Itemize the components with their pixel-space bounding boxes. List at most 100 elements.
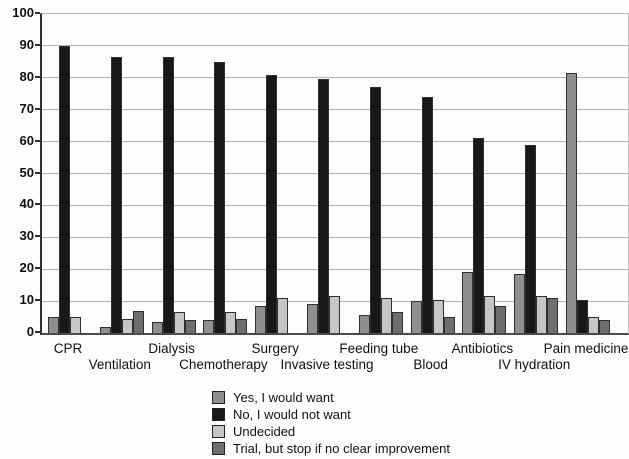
x-category-label: Feeding tube (339, 341, 419, 356)
bar (369, 87, 381, 333)
bar (307, 304, 318, 333)
bar (162, 57, 174, 333)
bar (410, 301, 422, 333)
y-tick-label: 70 (19, 100, 34, 116)
x-category-label: IV hydration (498, 357, 571, 372)
y-tick-label: 20 (19, 260, 34, 276)
y-tick-label: 30 (19, 228, 34, 244)
bar (421, 96, 433, 333)
plot-area (40, 13, 629, 335)
y-axis-tick (35, 107, 40, 110)
bar-group-surgery (255, 14, 299, 333)
bar-group-dialysis (151, 14, 196, 333)
x-category-label: Ventilation (88, 357, 151, 372)
y-axis-tick (35, 267, 40, 270)
legend-label: Trial, but stop if no clear improvement (233, 441, 450, 456)
y-tick-label: 40 (19, 196, 34, 212)
bar (443, 317, 455, 333)
bar (203, 320, 215, 333)
bar (391, 312, 403, 333)
y-axis-tick (35, 12, 40, 14)
gridline (42, 204, 628, 206)
y-tick-label: 100 (12, 5, 34, 20)
bar (547, 297, 559, 333)
legend-swatch-icon (212, 442, 225, 455)
bar-group-cpr (48, 14, 92, 333)
bar (525, 144, 537, 333)
bar (484, 296, 496, 333)
gridline (42, 45, 628, 47)
bar (432, 299, 444, 333)
y-axis-tick (35, 171, 40, 174)
bar (59, 45, 70, 333)
bar-group-pain-medicine (566, 14, 610, 333)
bar (588, 317, 599, 333)
bar (536, 296, 548, 333)
y-axis-tick (35, 331, 40, 333)
y-tick-label: 90 (19, 36, 34, 52)
legend-swatch-icon (212, 425, 225, 438)
bar-group-iv-hydration (514, 14, 559, 333)
bar (473, 138, 485, 333)
bar (70, 317, 81, 333)
y-axis-tick (35, 43, 40, 46)
bar (48, 317, 59, 333)
x-category-label: Antibiotics (451, 341, 514, 356)
bar (495, 305, 507, 333)
legend-item: No, I would not want (212, 406, 450, 423)
x-category-label: Chemotherapy (179, 357, 268, 372)
legend-label: Yes, I would want (233, 390, 334, 405)
y-axis-tick (35, 75, 40, 78)
bar (173, 312, 185, 333)
bar (151, 321, 163, 333)
bar (121, 318, 133, 333)
bar (599, 320, 610, 333)
legend-item: Yes, I would want (212, 389, 450, 406)
x-category-label: CPR (53, 341, 83, 356)
x-category-label: Invasive testing (280, 357, 374, 372)
bar (236, 318, 248, 333)
legend-swatch-icon (212, 408, 225, 421)
legend-item: Trial, but stop if no clear improvement (212, 440, 450, 457)
bar (277, 297, 289, 333)
y-tick-label: 80 (19, 68, 34, 84)
legend-label: Undecided (233, 424, 296, 439)
legend-item: Undecided (212, 423, 450, 440)
legend-label: No, I would not want (233, 407, 351, 422)
bar (329, 296, 340, 333)
bar (266, 74, 278, 333)
y-tick-label: 60 (19, 132, 34, 148)
bar (577, 299, 588, 333)
bar-group-chemotherapy (203, 14, 248, 333)
bar-group-ventilation (99, 14, 144, 333)
bar-group-antibiotics (462, 14, 507, 333)
y-tick-label: 50 (19, 164, 34, 180)
bar (380, 297, 392, 333)
bar (462, 272, 474, 333)
bar-group-invasive-testing (307, 14, 351, 333)
y-axis-tick (35, 235, 40, 238)
legend-swatch-icon (212, 391, 225, 404)
bar (225, 312, 237, 333)
gridline (42, 173, 628, 174)
gridline (42, 77, 628, 79)
y-tick-label: 10 (19, 292, 34, 308)
gridline (42, 109, 628, 111)
bar (566, 73, 577, 333)
gridline (42, 141, 628, 143)
y-tick-label: 0 (26, 324, 34, 339)
bar (99, 326, 111, 333)
bar (358, 315, 370, 333)
y-axis-tick (35, 299, 40, 302)
bar (184, 320, 196, 333)
bar-group-blood (410, 14, 455, 333)
y-axis-tick (35, 203, 40, 206)
gridline (42, 236, 628, 238)
x-category-label: Dialysis (148, 341, 195, 356)
x-category-label: Pain medicine (543, 341, 629, 356)
bar (214, 61, 226, 333)
chart-legend: Yes, I would want No, I would not want Und… (212, 389, 450, 457)
bar (110, 57, 122, 333)
bar (318, 79, 329, 333)
